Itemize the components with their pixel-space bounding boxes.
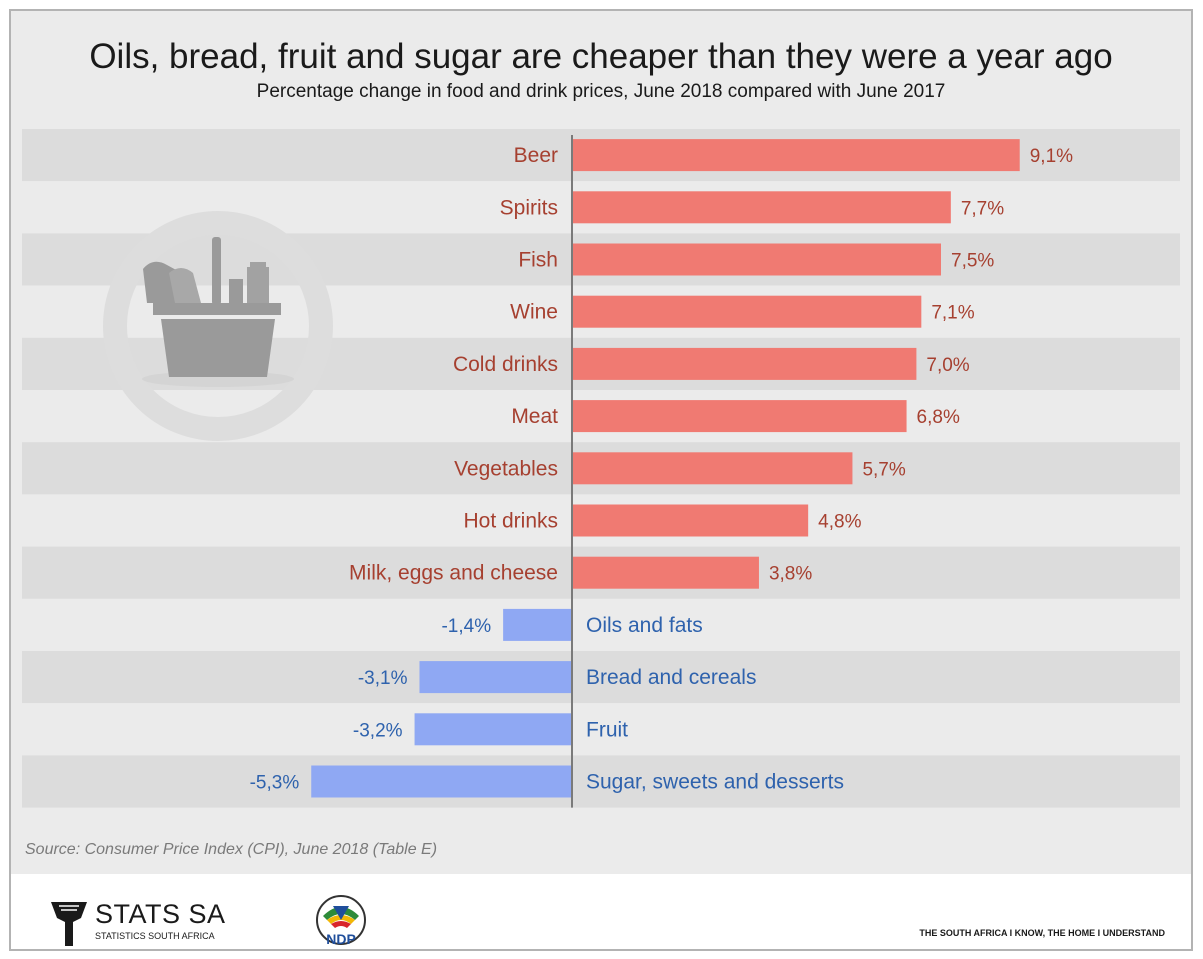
bar-fish — [572, 243, 941, 276]
value-label: 7,5% — [951, 251, 994, 272]
category-label: Meat — [511, 405, 558, 428]
ndp-logo-icon: NDP — [316, 895, 366, 947]
ndp-text: NDP — [326, 931, 356, 947]
category-label: Bread and cereals — [586, 666, 756, 689]
value-label: 6,8% — [917, 407, 960, 428]
bar-spirits — [572, 191, 951, 224]
bar-vegetables — [572, 452, 853, 485]
row-band — [22, 651, 1180, 704]
org-name: STATS SA — [95, 899, 226, 929]
bar-oils-and-fats — [503, 608, 572, 641]
footer: STATS SA STATISTICS SOUTH AFRICA NDP THE… — [11, 874, 1191, 949]
bar-milk-eggs-and-cheese — [572, 556, 759, 589]
bar-hot-drinks — [572, 504, 809, 537]
org-subtitle: STATISTICS SOUTH AFRICA — [95, 931, 215, 941]
value-label: -3,2% — [353, 720, 403, 741]
category-label: Spirits — [500, 196, 558, 219]
category-label: Sugar, sweets and desserts — [586, 771, 844, 794]
category-label: Wine — [510, 301, 558, 324]
category-label: Fruit — [586, 718, 628, 741]
value-label: 4,8% — [818, 512, 861, 533]
bar-chart: 9,1% 7,7% 7,5% 7,1% 7,0% 6,8% 5,7% 4,8% 3,8% -1,4… — [22, 129, 1180, 808]
value-label: 9,1% — [1030, 146, 1073, 167]
infographic-frame: Oils, bread, fruit and sugar are cheaper… — [9, 9, 1193, 951]
row-band — [22, 703, 1180, 756]
bar-wine — [572, 295, 922, 328]
value-label: 3,8% — [769, 564, 812, 585]
bar-bread-and-cereals — [419, 661, 572, 694]
value-label: -5,3% — [250, 773, 300, 794]
value-label: 7,1% — [931, 303, 974, 324]
category-label: Beer — [514, 144, 558, 167]
category-label: Milk, eggs and cheese — [349, 562, 558, 585]
stats-sa-logo-icon — [51, 902, 87, 946]
chart-title: Oils, bread, fruit and sugar are cheaper… — [89, 37, 1113, 76]
category-label: Fish — [518, 249, 558, 272]
row-band — [22, 598, 1180, 651]
tagline: THE SOUTH AFRICA I KNOW, THE HOME I UNDE… — [919, 928, 1165, 938]
bar-cold-drinks — [572, 347, 917, 380]
bar-sugar-sweets-and-desserts — [311, 765, 572, 798]
value-label: -3,1% — [358, 668, 408, 689]
chart-subtitle: Percentage change in food and drink pric… — [256, 81, 946, 102]
value-label: 5,7% — [862, 459, 905, 480]
row-band — [22, 755, 1180, 808]
bar-meat — [572, 400, 907, 433]
category-label: Oils and fats — [586, 614, 703, 637]
shopping-basket-icon — [103, 211, 333, 441]
category-label: Cold drinks — [453, 353, 558, 376]
bar-beer — [572, 139, 1020, 172]
category-label: Vegetables — [454, 457, 558, 480]
bar-fruit — [414, 713, 572, 746]
value-label: -1,4% — [441, 616, 491, 637]
value-label: 7,7% — [961, 198, 1004, 219]
category-label: Hot drinks — [463, 510, 558, 533]
source-note: Source: Consumer Price Index (CPI), June… — [25, 841, 438, 858]
value-label: 7,0% — [926, 355, 969, 376]
